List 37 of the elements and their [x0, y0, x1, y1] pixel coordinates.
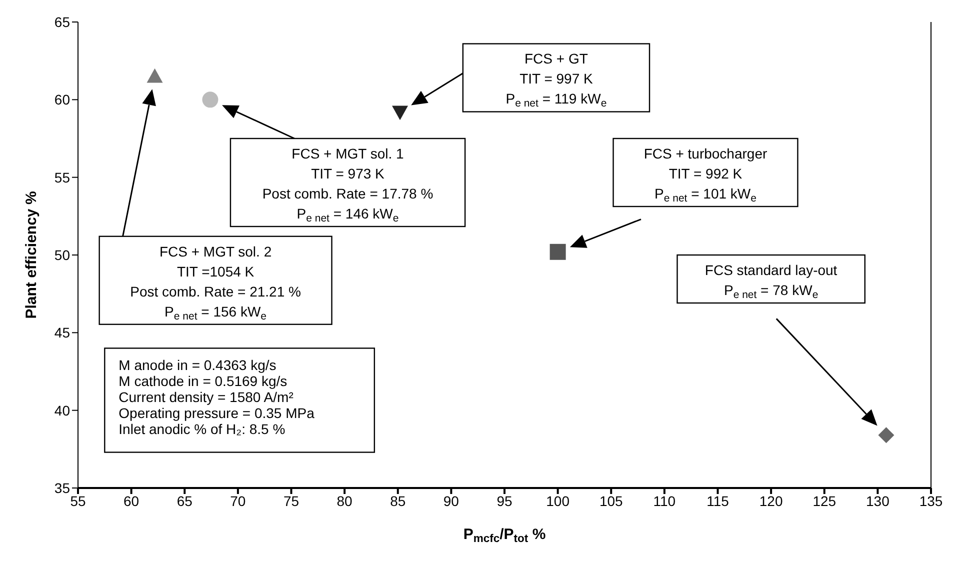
annotation: FCS + turbocharger TIT = 992 K P$_{e net}$ = 101 kW$_{e}$: [644, 146, 768, 204]
annotation: FCS + MGT sol. 2 TIT =1054 K Post comb. Rate = 21.21 % P$_{e net}$ = 156 kW$_{e}$: [130, 243, 301, 322]
point: [392, 106, 408, 120]
y-tick-label: 45: [54, 324, 70, 341]
annotation: FCS + GT TIT = 997 K P$_{e net}$ = 119 kW$_{e}$: [506, 50, 607, 110]
y-tick-label: 60: [54, 92, 70, 108]
x-tick-label: 110: [653, 492, 676, 509]
point: [146, 68, 163, 83]
x-tick-label: 60: [124, 492, 140, 509]
y-tick-label: 50: [54, 246, 70, 263]
annotation: M anode in = 0.4363 kg/s M cathode in = 0.5169 kg/s Current density = 1580 A/m² Operating pressure = 0.35 MPa Inlet anodic % of H₂: 8.5 %: [118, 357, 315, 438]
x-tick-label: 100: [546, 492, 570, 509]
y-tick-label: 65: [54, 14, 70, 30]
point: [878, 427, 894, 444]
y-axis-title: Plant efficiency %: [23, 191, 40, 319]
point: [550, 244, 566, 260]
x-tick-label: 70: [230, 492, 246, 509]
y-tick-label: 35: [54, 480, 70, 496]
x-tick-label: 130: [866, 492, 890, 509]
x-tick-label: 95: [496, 492, 512, 509]
y-tick-label: 55: [54, 169, 70, 186]
x-tick-label: 125: [812, 492, 836, 509]
x-tick-label: 55: [70, 492, 86, 509]
x-tick-label: 120: [759, 492, 783, 509]
annotation: FCS + MGT sol. 1 TIT = 973 K Post comb. Rate = 17.78 % P$_{e net}$ = 146 kW$_{e}$: [262, 146, 434, 224]
x-tick-label: 115: [706, 492, 730, 509]
x-tick-label: 135: [919, 492, 943, 509]
x-tick-label: 65: [176, 492, 193, 509]
x-tick-label: 105: [599, 492, 624, 509]
annotation: FCS standard lay-out P$_{e net}$ = 78 kW$_{e}$: [704, 262, 838, 301]
x-tick-label: 75: [283, 492, 300, 509]
x-axis-title: P$_{mcfc}$/P$_{tot}$ %: [463, 526, 546, 545]
x-tick-label: 85: [390, 492, 406, 509]
y-tick-label: 40: [54, 402, 70, 418]
x-tick-label: 80: [336, 492, 353, 509]
x-tick-label: 90: [443, 492, 460, 509]
point: [202, 92, 218, 108]
